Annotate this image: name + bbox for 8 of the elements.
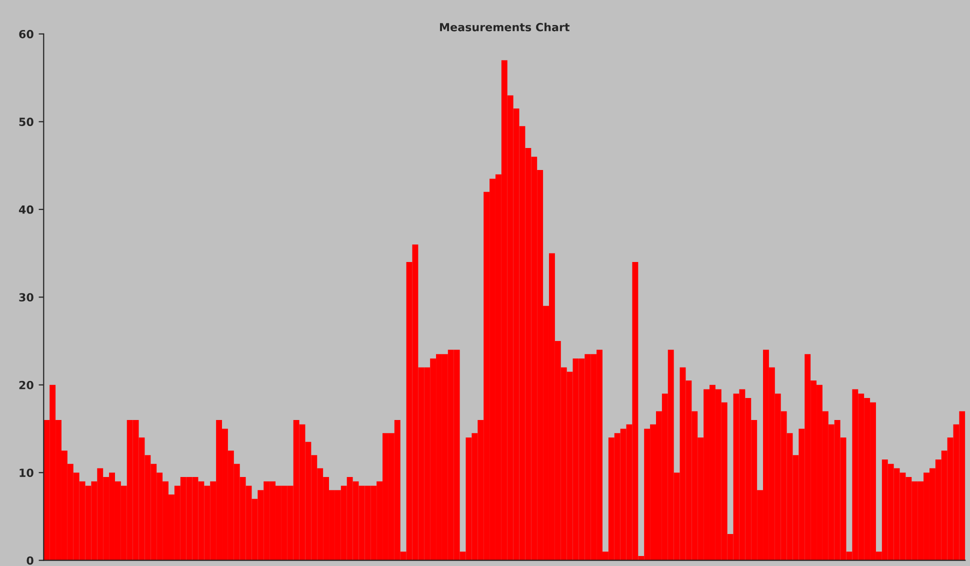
y-tick-label: 0 (26, 556, 34, 565)
chart-title: Measurements Chart (440, 22, 570, 32)
y-tick-label: 10 (20, 468, 34, 477)
y-tick-label: 60 (19, 30, 34, 38)
y-tick-label: 30 (19, 293, 34, 302)
y-tick-label: 50 (19, 118, 34, 126)
y-tick-label: 40 (18, 205, 34, 214)
y-tick-label: 20 (19, 380, 34, 390)
